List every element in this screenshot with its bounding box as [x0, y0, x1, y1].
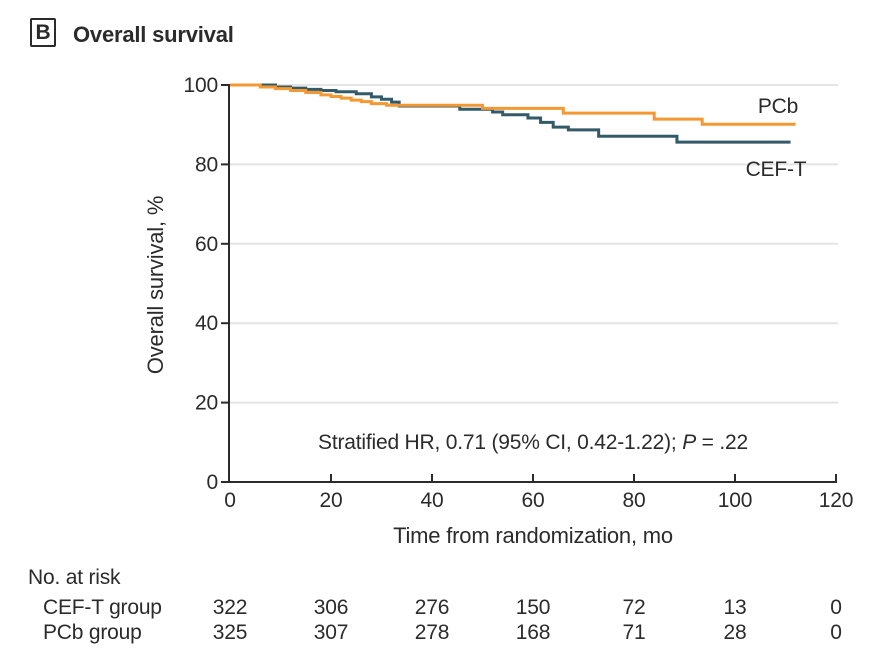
- p-value-number: = .22: [696, 431, 749, 454]
- risk-count-row1-t0: 322: [213, 596, 247, 619]
- risk-count-row2-t40: 278: [415, 621, 449, 644]
- x-tick-label-80: 80: [623, 489, 646, 512]
- y-tick-label-100: 100: [184, 74, 218, 97]
- p-value-symbol: P: [682, 431, 696, 454]
- curve-label-cef-t: CEF-T: [746, 158, 807, 181]
- x-axis-title: Time from randomization, mo: [393, 523, 673, 548]
- risk-table-heading: No. at risk: [28, 566, 121, 589]
- x-tick-label-100: 100: [718, 489, 752, 512]
- risk-count-row2-t120: 0: [830, 621, 841, 644]
- x-tick-label-20: 20: [320, 489, 343, 512]
- hr-annotation: Stratified HR, 0.71 (95% CI, 0.42-1.22);…: [230, 431, 836, 455]
- risk-count-row1-t20: 306: [314, 596, 348, 619]
- y-tick-label-0: 0: [207, 471, 218, 494]
- risk-count-row2-t20: 307: [314, 621, 348, 644]
- y-tick-label-80: 80: [195, 153, 218, 176]
- risk-count-row1-t100: 13: [724, 596, 747, 619]
- risk-count-row2-t60: 168: [516, 621, 550, 644]
- y-tick-label-60: 60: [195, 233, 218, 256]
- risk-row-label-pcb-group: PCb group: [43, 621, 142, 644]
- curve-label-pcb: PCb: [758, 95, 798, 118]
- risk-count-row2-t100: 28: [724, 621, 747, 644]
- y-tick-label-40: 40: [195, 312, 218, 335]
- panel-letter-badge: B: [30, 18, 56, 47]
- x-tick-label-60: 60: [522, 489, 545, 512]
- risk-count-row1-t60: 150: [516, 596, 550, 619]
- risk-count-row1-t80: 72: [623, 596, 646, 619]
- x-tick-label-40: 40: [421, 489, 444, 512]
- risk-count-row2-t80: 71: [623, 621, 646, 644]
- hr-annotation-text: Stratified HR, 0.71 (95% CI, 0.42-1.22);: [318, 431, 683, 454]
- survival-curve-pcb: [230, 83, 796, 126]
- y-tick-label-20: 20: [195, 392, 218, 415]
- risk-row-label-cef-t-group: CEF-T group: [43, 596, 162, 619]
- risk-count-row2-t0: 325: [213, 621, 247, 644]
- risk-count-row1-t40: 276: [415, 596, 449, 619]
- risk-count-row1-t120: 0: [830, 596, 841, 619]
- x-tick-label-0: 0: [224, 489, 235, 512]
- panel-title: Overall survival: [73, 22, 234, 47]
- x-tick-label-120: 120: [819, 489, 853, 512]
